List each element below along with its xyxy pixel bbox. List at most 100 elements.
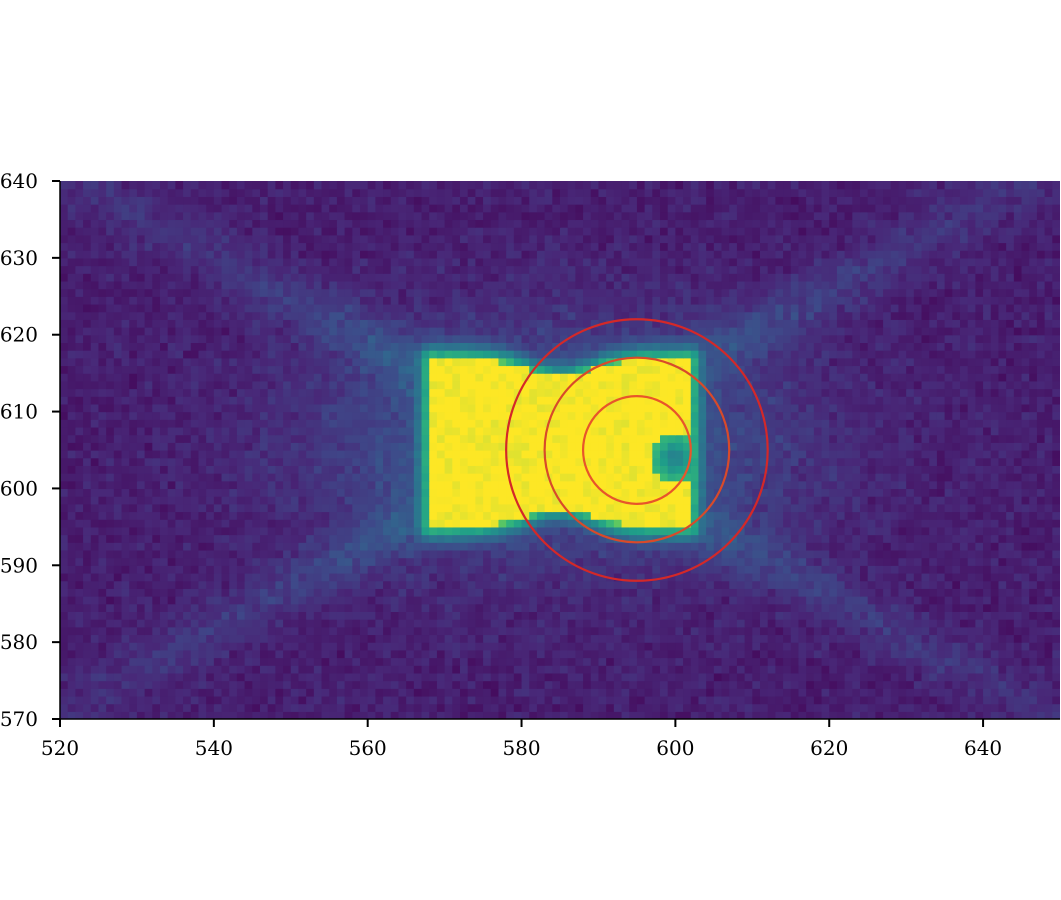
heatmap-pixel (160, 688, 169, 697)
heatmap-pixel (683, 442, 692, 451)
heatmap-pixel (321, 634, 330, 643)
heatmap-pixel (267, 580, 276, 589)
heatmap-pixel (698, 580, 707, 589)
heatmap-pixel (144, 611, 153, 620)
heatmap-pixel (444, 703, 453, 712)
heatmap-pixel (913, 488, 923, 497)
heatmap-pixel (913, 434, 923, 443)
heatmap-pixel (360, 657, 369, 666)
heatmap-pixel (275, 549, 284, 559)
heatmap-pixel (598, 526, 607, 536)
heatmap-pixel (367, 588, 376, 597)
heatmap-pixel (629, 511, 638, 520)
heatmap-pixel (798, 511, 807, 520)
heatmap-pixel (536, 426, 546, 436)
heatmap-pixel (998, 596, 1007, 605)
heatmap-pixel (321, 596, 330, 605)
heatmap-pixel (598, 596, 607, 605)
heatmap-pixel (936, 442, 946, 451)
heatmap-pixel (890, 542, 900, 551)
heatmap-pixel (529, 703, 538, 712)
heatmap-pixel (106, 457, 115, 466)
heatmap-pixel (144, 434, 153, 443)
heatmap-pixel (367, 603, 376, 612)
heatmap-pixel (375, 488, 384, 497)
heatmap-pixel (952, 695, 961, 705)
heatmap-pixel (198, 542, 207, 551)
heatmap-pixel (967, 672, 976, 682)
heatmap-pixel (413, 688, 423, 697)
heatmap-pixel (736, 695, 746, 705)
heatmap-pixel (944, 473, 953, 482)
heatmap-pixel (144, 426, 153, 436)
heatmap-pixel (567, 634, 576, 643)
heatmap-pixel (1006, 542, 1015, 551)
heatmap-pixel (898, 603, 907, 612)
heatmap-pixel (167, 565, 176, 574)
heatmap-pixel (567, 488, 576, 497)
heatmap-pixel (690, 657, 700, 666)
heatmap-pixel (521, 534, 530, 543)
heatmap-pixel (406, 565, 415, 574)
heatmap-pixel (229, 711, 238, 719)
heatmap-pixel (767, 603, 776, 612)
heatmap-pixel (275, 688, 284, 697)
heatmap-pixel (813, 657, 823, 666)
heatmap-pixel (652, 649, 661, 659)
heatmap-pixel (344, 534, 353, 543)
heatmap-pixel (1029, 542, 1038, 551)
heatmap-pixel (260, 511, 269, 520)
heatmap-pixel (844, 465, 853, 474)
heatmap-pixel (590, 572, 600, 582)
heatmap-pixel (198, 626, 207, 636)
heatmap-pixel (313, 557, 323, 566)
heatmap-pixel (421, 519, 430, 528)
heatmap-pixel (175, 503, 184, 513)
heatmap-pixel (1006, 680, 1015, 689)
heatmap-pixel (98, 419, 107, 428)
heatmap-pixel (890, 465, 900, 474)
heatmap-pixel (106, 511, 115, 520)
heatmap-pixel (644, 711, 653, 719)
heatmap-pixel (575, 603, 584, 612)
heatmap-pixel (490, 703, 500, 712)
heatmap-pixel (636, 519, 646, 528)
heatmap-pixel (644, 649, 653, 659)
heatmap-pixel (67, 557, 76, 566)
heatmap-pixel (752, 450, 761, 459)
heatmap-pixel (736, 572, 746, 582)
heatmap-pixel (621, 426, 630, 436)
heatmap-pixel (998, 580, 1007, 589)
heatmap-pixel (775, 695, 784, 705)
heatmap-pixel (460, 465, 469, 474)
heatmap-pixel (744, 480, 753, 490)
heatmap-pixel (613, 565, 623, 574)
heatmap-pixel (775, 434, 784, 443)
heatmap-pixel (583, 711, 592, 719)
heatmap-pixel (944, 619, 953, 628)
heatmap-pixel (252, 665, 261, 674)
heatmap-pixel (321, 473, 330, 482)
heatmap-pixel (506, 672, 515, 682)
heatmap-pixel (906, 580, 915, 589)
heatmap-pixel (890, 434, 900, 443)
heatmap-pixel (660, 480, 669, 490)
heatmap-pixel (960, 665, 969, 674)
heatmap-pixel (544, 488, 553, 497)
heatmap-pixel (760, 434, 769, 443)
heatmap-pixel (213, 465, 223, 474)
heatmap-pixel (460, 596, 469, 605)
heatmap-pixel (798, 549, 807, 559)
heatmap-pixel (375, 450, 384, 459)
heatmap-pixel (352, 565, 361, 574)
heatmap-pixel (160, 611, 169, 620)
heatmap-pixel (836, 711, 846, 719)
heatmap-pixel (560, 542, 569, 551)
heatmap-pixel (706, 588, 715, 597)
heatmap-pixel (367, 642, 376, 651)
heatmap-pixel (236, 519, 246, 528)
heatmap-pixel (360, 680, 369, 689)
heatmap-pixel (983, 534, 992, 543)
heatmap-pixel (1036, 488, 1046, 497)
heatmap-pixel (936, 657, 946, 666)
